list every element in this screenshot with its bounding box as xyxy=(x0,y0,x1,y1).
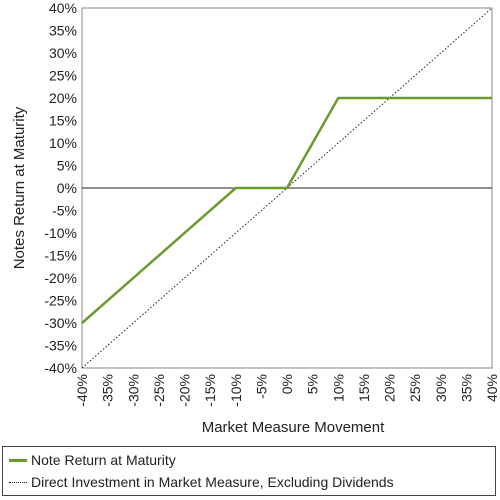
y-axis-ticks: 40% 35% 30% 25% 20% 15% 10% 5% 0% -5% -10% -15% -20%… xyxy=(44,0,77,376)
legend-entry-note-return: Note Return at Maturity xyxy=(9,450,176,470)
y-tick-label: 25% xyxy=(49,68,77,84)
x-tick-label: -30% xyxy=(125,374,141,407)
x-tick-label: -5% xyxy=(253,374,269,399)
y-tick-label: -5% xyxy=(52,203,77,219)
chart: 40% 35% 30% 25% 20% 15% 10% 5% 0% -5% -10% -15% -20%… xyxy=(11,0,500,436)
y-tick-label: -25% xyxy=(44,293,77,309)
y-tick-label: 5% xyxy=(57,158,77,174)
x-tick-label: -25% xyxy=(151,374,167,407)
x-tick-label: 35% xyxy=(458,374,474,402)
x-tick-label: 0% xyxy=(279,374,295,394)
x-tick-label: -10% xyxy=(228,374,244,407)
x-tick-label: 5% xyxy=(305,374,321,394)
y-tick-label: -40% xyxy=(44,360,77,376)
legend-swatch-solid xyxy=(9,458,27,462)
x-axis-title: Market Measure Movement xyxy=(202,419,385,436)
y-tick-label: -15% xyxy=(44,248,77,264)
y-tick-label: 15% xyxy=(49,113,77,129)
y-tick-label: 10% xyxy=(49,135,77,151)
y-axis-title: Notes Return at Maturity xyxy=(11,106,28,269)
x-tick-label: 15% xyxy=(356,374,372,402)
x-tick-label: 25% xyxy=(407,374,423,402)
legend-swatch-dotted xyxy=(9,481,27,483)
y-tick-label: 30% xyxy=(49,45,77,61)
legend-label: Direct Investment in Market Measure, Exc… xyxy=(31,474,394,490)
x-tick-label: -15% xyxy=(202,374,218,407)
y-tick-label: -30% xyxy=(44,315,77,331)
y-tick-label: -20% xyxy=(44,270,77,286)
series-line-note-return xyxy=(81,96,492,324)
y-tick-label: -10% xyxy=(44,225,77,241)
x-tick-label: -35% xyxy=(100,374,116,407)
y-tick-label: 20% xyxy=(49,90,77,106)
x-tick-label: 10% xyxy=(330,374,346,402)
y-tick-label: 0% xyxy=(57,180,77,196)
x-axis-ticks: -40% -35% -30% -25% -20% -15% -10% -5% 0% 5% 10% 15… xyxy=(74,374,500,407)
y-tick-label: 40% xyxy=(49,0,77,16)
y-tick-label: 35% xyxy=(49,23,77,39)
legend-entry-direct-investment: Direct Investment in Market Measure, Exc… xyxy=(9,472,394,492)
x-tick-label: 30% xyxy=(433,374,449,402)
x-tick-label: 20% xyxy=(382,374,398,402)
x-tick-label: -20% xyxy=(177,374,193,407)
series-layer xyxy=(81,7,493,369)
x-tick-label: 40% xyxy=(484,374,500,402)
legend-label: Note Return at Maturity xyxy=(31,452,176,468)
legend: Note Return at Maturity Direct Investmen… xyxy=(2,446,496,496)
x-tick-label: -40% xyxy=(74,374,90,407)
y-tick-label: -35% xyxy=(44,338,77,354)
